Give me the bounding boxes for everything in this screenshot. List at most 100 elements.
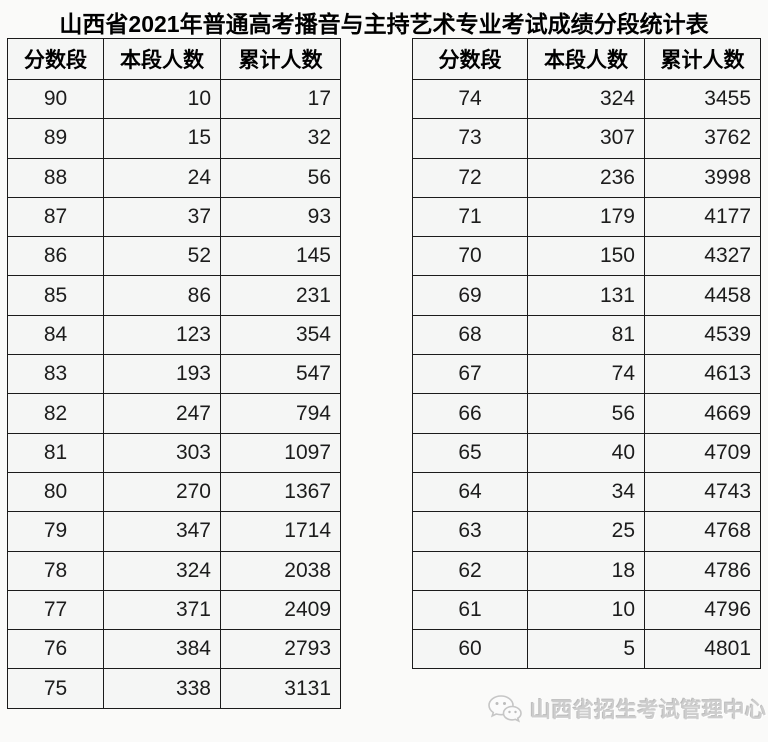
cell-band-count: 324 — [527, 78, 645, 120]
cell-band-count: 25 — [527, 511, 645, 552]
cell-band-count: 270 — [103, 471, 221, 513]
table-row: 67 74 4613 — [412, 354, 761, 395]
table-row: 76 384 2793 — [7, 629, 341, 670]
cell-score-band: 79 — [7, 511, 104, 552]
cell-cumulative-count: 3998 — [644, 157, 761, 198]
cell-band-count: 18 — [527, 550, 645, 591]
cell-score-band: 63 — [412, 511, 528, 552]
cell-band-count: 303 — [103, 432, 221, 473]
cell-cumulative-count: 4669 — [644, 393, 761, 434]
cell-score-band: 69 — [412, 275, 528, 316]
cell-cumulative-count: 17 — [220, 78, 341, 120]
cell-cumulative-count: 32 — [220, 118, 341, 159]
cell-band-count: 179 — [527, 196, 645, 238]
table-row: 89 15 32 — [7, 118, 341, 159]
cell-score-band: 80 — [7, 471, 104, 513]
page-title: 山西省2021年普通高考播音与主持艺术专业考试成绩分段统计表 — [59, 11, 709, 37]
column-header-score-band: 分数段 — [412, 38, 528, 80]
cell-cumulative-count: 3455 — [644, 78, 761, 120]
cell-cumulative-count: 4709 — [644, 432, 761, 473]
cell-score-band: 74 — [412, 78, 528, 120]
table-row: 90 10 17 — [7, 78, 341, 120]
cell-band-count: 347 — [103, 511, 221, 552]
cell-score-band: 72 — [412, 157, 528, 198]
cell-score-band: 76 — [7, 629, 104, 670]
cell-score-band: 66 — [412, 393, 528, 434]
cell-cumulative-count: 4458 — [644, 275, 761, 316]
cell-score-band: 87 — [7, 196, 104, 238]
cell-band-count: 24 — [103, 157, 221, 198]
cell-cumulative-count: 93 — [220, 196, 341, 238]
table-body-right: 74 324 3455 73 307 3762 72 236 3998 71 179 4177 70 15… — [412, 78, 761, 670]
cell-band-count: 34 — [527, 471, 645, 513]
cell-cumulative-count: 4613 — [644, 354, 761, 395]
table-row: 62 18 4786 — [412, 550, 761, 591]
cell-cumulative-count: 3131 — [220, 668, 341, 709]
header-row: 分数段 本段人数 累计人数 — [7, 38, 341, 80]
cell-band-count: 123 — [103, 314, 221, 356]
cell-score-band: 65 — [412, 432, 528, 473]
cell-cumulative-count: 231 — [220, 275, 341, 316]
cell-cumulative-count: 2038 — [220, 550, 341, 591]
column-header-band-count: 本段人数 — [103, 38, 221, 80]
publisher-watermark: 山西省招生考试管理中心 — [487, 694, 767, 724]
table-row: 66 56 4669 — [412, 393, 761, 434]
cell-band-count: 131 — [527, 275, 645, 316]
table-row: 68 81 4539 — [412, 314, 761, 356]
column-header-cumulative-count: 累计人数 — [220, 38, 341, 80]
table-row: 63 25 4768 — [412, 511, 761, 552]
cell-band-count: 307 — [527, 118, 645, 159]
cell-cumulative-count: 354 — [220, 314, 341, 356]
cell-score-band: 81 — [7, 432, 104, 473]
cell-cumulative-count: 4327 — [644, 236, 761, 277]
cell-score-band: 89 — [7, 118, 104, 159]
table-row: 83 193 547 — [7, 354, 341, 395]
cell-score-band: 62 — [412, 550, 528, 591]
cell-band-count: 193 — [103, 354, 221, 395]
cell-band-count: 86 — [103, 275, 221, 316]
table-row: 75 338 3131 — [7, 668, 341, 709]
cell-cumulative-count: 3762 — [644, 118, 761, 159]
cell-cumulative-count: 145 — [220, 236, 341, 277]
score-table-left: 分数段 本段人数 累计人数 90 10 17 89 15 32 88 24 56 87 37 93 86… — [7, 38, 341, 709]
cell-cumulative-count: 4786 — [644, 550, 761, 591]
table-row: 73 307 3762 — [412, 118, 761, 159]
column-header-band-count: 本段人数 — [527, 38, 645, 80]
wechat-logo-icon — [488, 695, 522, 723]
cell-score-band: 77 — [7, 589, 104, 631]
header-row: 分数段 本段人数 累计人数 — [412, 38, 761, 80]
cell-cumulative-count: 1367 — [220, 471, 341, 513]
cell-band-count: 56 — [527, 393, 645, 434]
table-row: 69 131 4458 — [412, 275, 761, 316]
cell-cumulative-count: 4796 — [644, 589, 761, 631]
cell-band-count: 5 — [527, 629, 645, 670]
cell-score-band: 90 — [7, 78, 104, 120]
cell-score-band: 64 — [412, 471, 528, 513]
cell-band-count: 384 — [103, 629, 221, 670]
cell-band-count: 150 — [527, 236, 645, 277]
cell-score-band: 78 — [7, 550, 104, 591]
table-row: 79 347 1714 — [7, 511, 341, 552]
cell-cumulative-count: 4743 — [644, 471, 761, 513]
cell-band-count: 324 — [103, 550, 221, 591]
table-row: 85 86 231 — [7, 275, 341, 316]
cell-cumulative-count: 794 — [220, 393, 341, 434]
table-header-right: 分数段 本段人数 累计人数 — [412, 38, 761, 80]
cell-score-band: 83 — [7, 354, 104, 395]
cell-band-count: 74 — [527, 354, 645, 395]
cell-score-band: 61 — [412, 589, 528, 631]
cell-score-band: 84 — [7, 314, 104, 356]
table-row: 65 40 4709 — [412, 432, 761, 473]
cell-score-band: 67 — [412, 354, 528, 395]
cell-cumulative-count: 4801 — [644, 629, 761, 670]
table-row: 60 5 4801 — [412, 629, 761, 670]
table-row: 78 324 2038 — [7, 550, 341, 591]
table-body-left: 90 10 17 89 15 32 88 24 56 87 37 93 86 52 145 85 86 231 84… — [7, 78, 341, 709]
publisher-name: 山西省招生考试管理中心 — [530, 699, 767, 722]
cell-cumulative-count: 547 — [220, 354, 341, 395]
table-row: 81 303 1097 — [7, 432, 341, 473]
cell-score-band: 85 — [7, 275, 104, 316]
cell-cumulative-count: 1097 — [220, 432, 341, 473]
table-row: 61 10 4796 — [412, 589, 761, 631]
